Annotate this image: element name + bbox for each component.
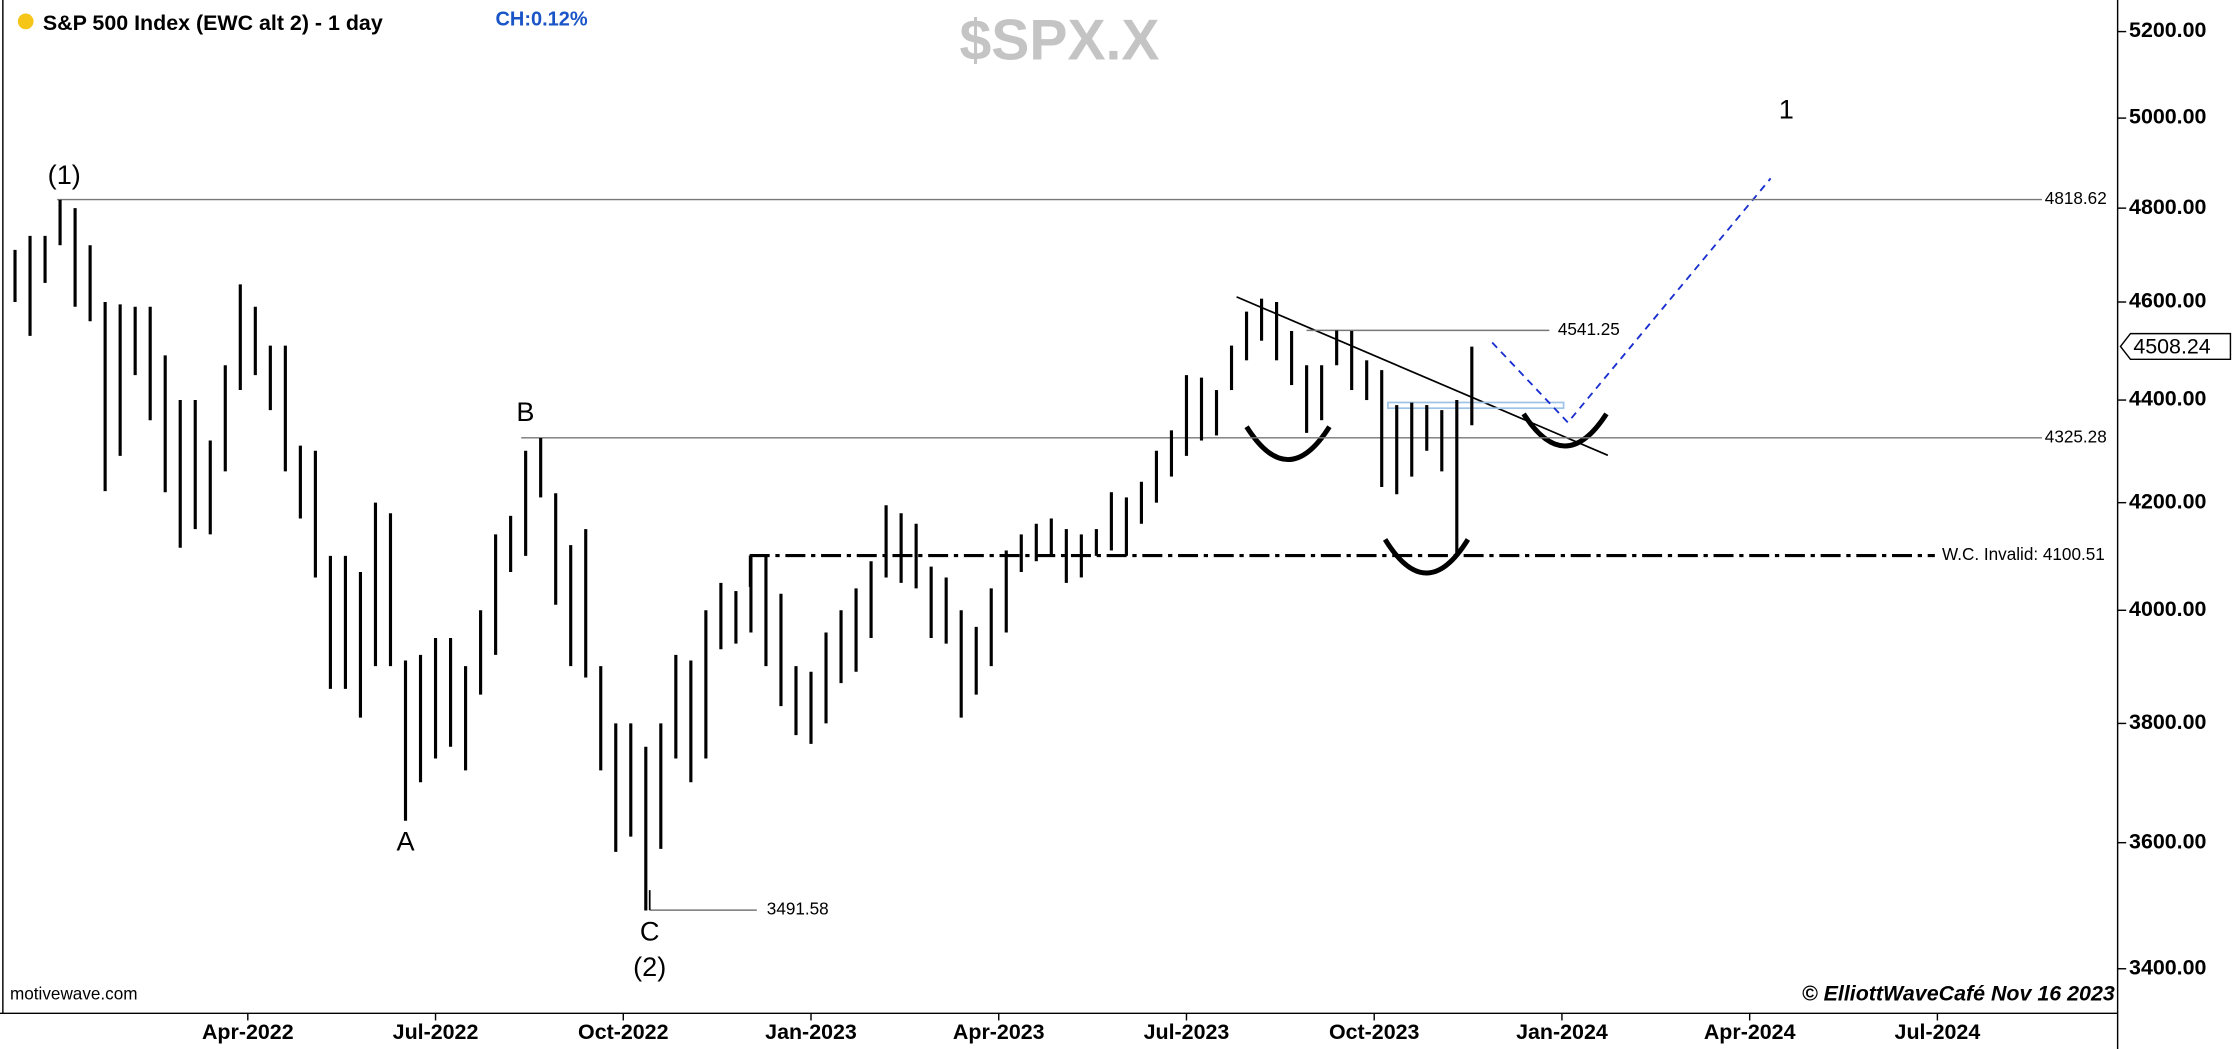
x-tick-label: Jan-2023 [765, 1020, 857, 1044]
y-tick-label: 4200.00 [2129, 489, 2206, 513]
last-price-box [2119, 332, 2232, 361]
level-label: 4325.28 [2045, 426, 2107, 446]
last-price-label: 4508.24 [2133, 335, 2210, 359]
arc-right-shoulder [1521, 412, 1609, 449]
watermark: $SPX.X [960, 8, 1160, 72]
x-tick-label: Jul-2023 [1144, 1020, 1230, 1044]
trendline [1236, 296, 1609, 457]
y-tick-label: 5200.00 [2129, 18, 2206, 42]
x-tick-label: Apr-2024 [1704, 1020, 1796, 1044]
arc-head [1382, 538, 1471, 576]
y-tick-label: 4600.00 [2129, 289, 2206, 313]
credit: © ElliottWaveCafé Nov 16 2023 [1802, 981, 2115, 1005]
x-tick-label: Apr-2022 [202, 1020, 294, 1044]
source: motivewave.com [10, 983, 138, 1003]
x-tick-label: Apr-2023 [953, 1020, 1045, 1044]
wave-label: 1 [1779, 93, 1794, 124]
level-label: W.C. Invalid: 4100.51 [1942, 544, 2105, 564]
zone [1387, 401, 1565, 410]
chart-title: S&P 500 Index (EWC alt 2) - 1 day [43, 11, 383, 35]
level-label: 4818.62 [2045, 188, 2107, 208]
y-tick-label: 3800.00 [2129, 710, 2206, 734]
level-label: 4541.25 [1558, 319, 1620, 339]
x-tick-label: Oct-2022 [578, 1020, 669, 1044]
projection [1491, 177, 1772, 424]
x-tick-label: Oct-2023 [1329, 1020, 1420, 1044]
wave-label: (2) [633, 951, 666, 982]
y-tick-label: 4400.00 [2129, 387, 2206, 411]
y-tick-label: 4000.00 [2129, 597, 2206, 621]
y-tick-label: 4800.00 [2129, 195, 2206, 219]
x-tick-label: Jul-2024 [1895, 1020, 1981, 1044]
wave-label: C [640, 916, 660, 947]
arc-left-shoulder [1244, 425, 1332, 463]
y-tick-label: 3600.00 [2129, 829, 2206, 853]
wave-label: B [516, 396, 534, 427]
x-tick-label: Jan-2024 [1516, 1020, 1608, 1044]
wave-label: A [396, 826, 415, 857]
y-tick-label: 5000.00 [2129, 105, 2206, 129]
change: CH:0.12% [495, 8, 587, 30]
status-dot [17, 13, 34, 30]
wave-label: (1) [48, 159, 81, 190]
x-tick-label: Jul-2022 [393, 1020, 479, 1044]
level-label: 3491.58 [767, 899, 829, 919]
y-tick-label: 3400.00 [2129, 955, 2206, 979]
